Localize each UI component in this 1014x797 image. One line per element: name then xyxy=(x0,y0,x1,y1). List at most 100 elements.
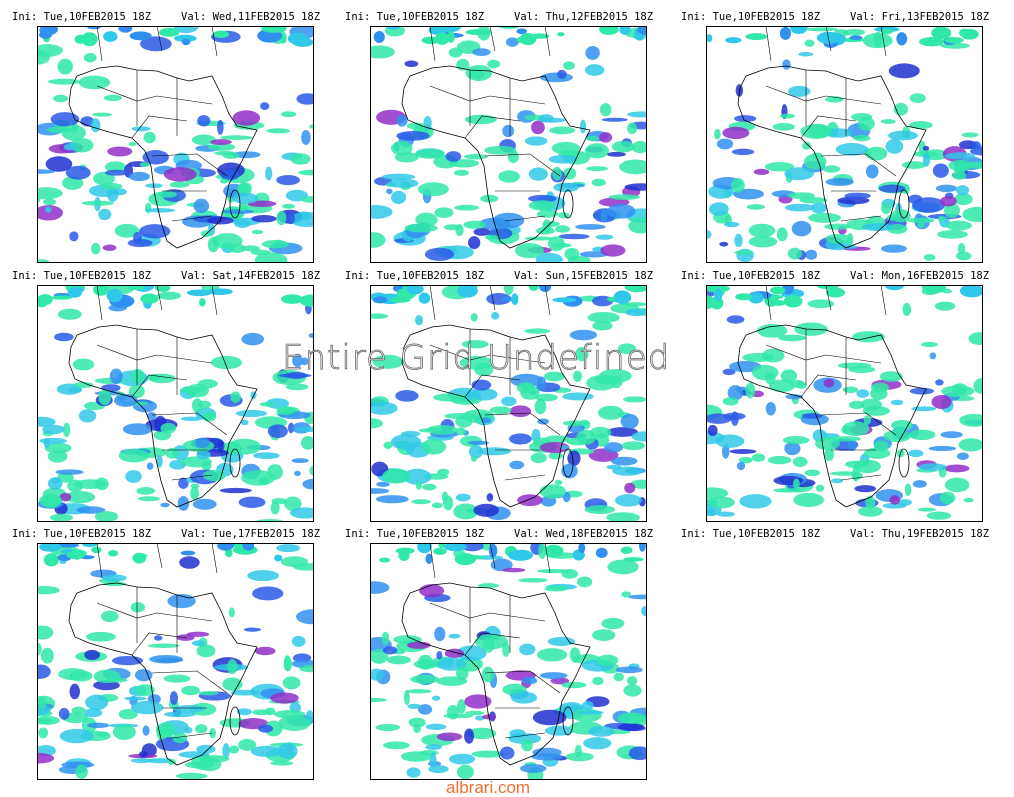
precip-blob xyxy=(258,724,274,733)
precip-blob xyxy=(135,684,155,697)
precip-blob xyxy=(198,757,222,772)
precip-blob xyxy=(192,498,217,510)
precip-blob xyxy=(581,700,594,711)
precip-blob xyxy=(243,627,262,632)
precip-blob xyxy=(628,216,647,223)
precip-blob xyxy=(888,130,918,141)
precip-blob xyxy=(217,440,224,454)
valid-time: Val: Sun,15FEB2015 18Z xyxy=(514,270,654,282)
precip-blob xyxy=(172,732,188,744)
precip-blob xyxy=(259,401,276,407)
precip-blob xyxy=(417,182,449,197)
precip-blob xyxy=(147,643,180,648)
precip-blob xyxy=(241,245,260,252)
precip-blob xyxy=(65,165,91,180)
precip-blob xyxy=(607,151,626,157)
precip-blob xyxy=(764,162,795,172)
precip-blob xyxy=(484,235,500,240)
precip-blob xyxy=(923,254,936,261)
precip-blob xyxy=(928,445,957,452)
precip-blob xyxy=(502,124,515,138)
precip-blob xyxy=(453,169,470,176)
precip-blob xyxy=(309,124,314,129)
precip-blob xyxy=(716,511,736,517)
precip-blob xyxy=(37,717,53,725)
precip-blob xyxy=(889,495,901,505)
precip-blob xyxy=(130,758,154,763)
border xyxy=(765,26,887,62)
border xyxy=(840,215,882,222)
precip-blob xyxy=(707,424,718,437)
precip-blob xyxy=(528,200,556,211)
precip-blob xyxy=(220,169,240,181)
precip-blob xyxy=(103,94,123,102)
precip-blob xyxy=(909,387,935,395)
precip-blob xyxy=(406,122,426,130)
precip-blob xyxy=(72,358,95,371)
precip-blob xyxy=(599,26,619,35)
precip-blob xyxy=(909,93,926,103)
precip-blob xyxy=(372,296,388,304)
madagascar xyxy=(562,189,574,219)
precip-blob xyxy=(918,463,947,471)
precip-blob xyxy=(558,212,570,219)
madagascar xyxy=(229,189,241,219)
precip-blob xyxy=(278,373,312,378)
precip-blob xyxy=(390,141,413,156)
precip-blob xyxy=(607,559,639,575)
precip-blob xyxy=(468,444,483,459)
precip-blob xyxy=(308,333,314,339)
precip-blob xyxy=(436,650,443,660)
precip-blob xyxy=(396,115,408,127)
precip-blob xyxy=(528,167,548,181)
precip-blob xyxy=(45,156,73,172)
precip-blob xyxy=(548,155,578,164)
precip-blob xyxy=(193,198,210,213)
precip-blob xyxy=(274,554,283,562)
precip-blob xyxy=(604,442,624,453)
precip-blob xyxy=(155,657,184,663)
precip-blob xyxy=(539,442,570,454)
precip-blob xyxy=(127,238,153,248)
precip-blob xyxy=(608,194,640,201)
precip-blob xyxy=(270,692,299,704)
precip-blob xyxy=(627,594,647,600)
precip-blob xyxy=(623,684,642,697)
precip-blob xyxy=(155,722,176,738)
border xyxy=(131,115,188,139)
precip-blob xyxy=(108,549,119,557)
precip-blob xyxy=(907,217,935,223)
precip-blob xyxy=(76,506,106,514)
madagascar xyxy=(229,448,241,478)
precip-blob xyxy=(370,401,398,415)
precip-blob xyxy=(625,308,647,317)
border xyxy=(131,374,188,398)
precip-blob xyxy=(93,680,120,691)
precip-blob xyxy=(298,169,314,176)
precip-blob xyxy=(219,487,252,494)
precip-blob xyxy=(631,140,647,154)
precip-blob xyxy=(264,707,276,716)
precip-blob xyxy=(804,153,827,170)
border xyxy=(820,412,897,436)
precip-blob xyxy=(731,148,755,156)
precip-blob xyxy=(767,455,792,465)
precip-blob xyxy=(113,394,138,407)
precip-blob xyxy=(807,299,835,309)
precip-blob xyxy=(935,184,958,193)
precip-blob xyxy=(601,117,628,122)
precip-blob xyxy=(276,210,287,226)
precip-blob xyxy=(235,409,268,417)
precip-blob xyxy=(488,543,498,558)
precip-blob xyxy=(503,285,514,295)
precip-blob xyxy=(486,493,494,502)
border xyxy=(156,95,213,105)
precip-blob xyxy=(722,126,750,140)
precip-blob xyxy=(405,689,432,694)
precip-blob xyxy=(38,696,47,709)
precip-blob xyxy=(531,753,564,761)
precip-blob xyxy=(41,493,62,509)
precip-blob xyxy=(511,293,519,305)
precip-blob xyxy=(782,59,791,70)
precip-blob xyxy=(626,676,638,686)
